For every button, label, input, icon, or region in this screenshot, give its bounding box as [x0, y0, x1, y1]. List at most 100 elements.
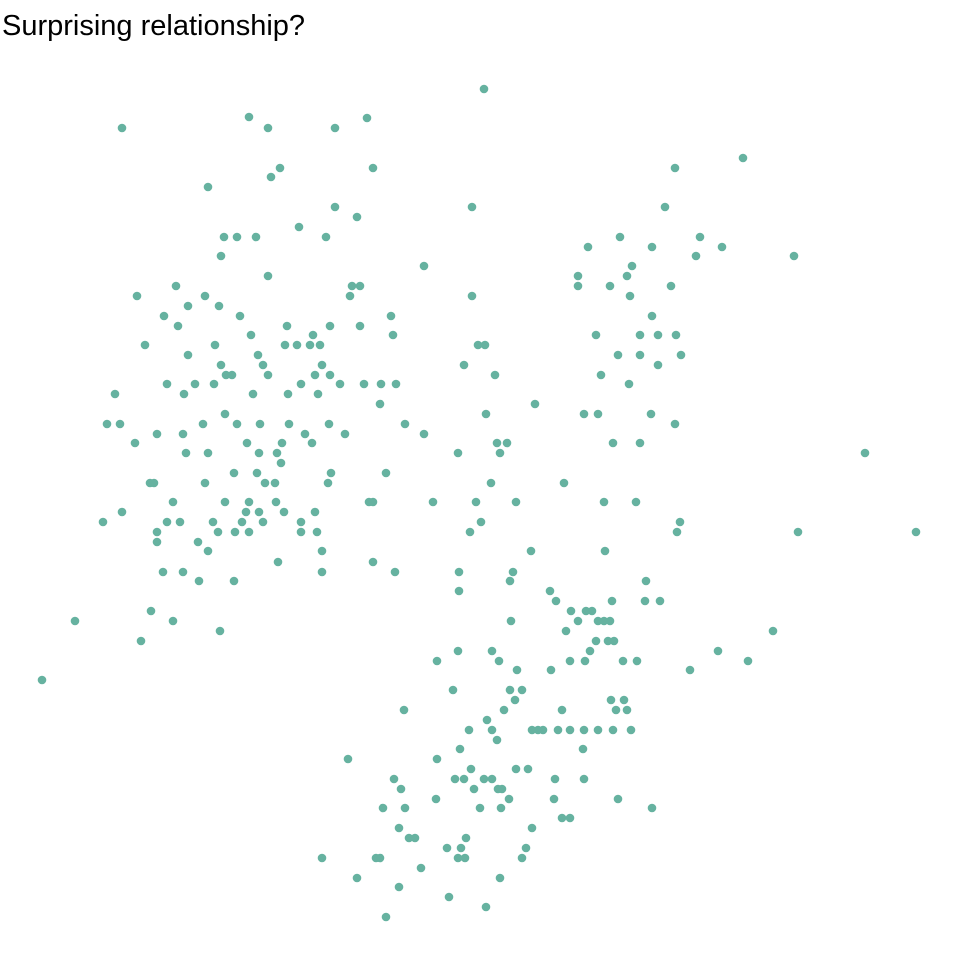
scatter-point	[389, 774, 399, 784]
scatter-point	[466, 764, 476, 774]
scatter-point	[647, 803, 657, 813]
scatter-point	[793, 527, 803, 537]
scatter-point	[613, 794, 623, 804]
scatter-point	[573, 616, 583, 626]
scatter-point	[453, 853, 463, 863]
scatter-point	[193, 537, 203, 547]
scatter-point	[317, 567, 327, 577]
scatter-point	[557, 813, 567, 823]
scatter-point	[200, 291, 210, 301]
scatter-point	[300, 429, 310, 439]
scatter-point	[203, 448, 213, 458]
scatter-point	[454, 586, 464, 596]
scatter-point	[308, 330, 318, 340]
scatter-point	[593, 616, 603, 626]
scatter-point	[37, 675, 47, 685]
scatter-point	[506, 616, 516, 626]
scatter-point	[635, 330, 645, 340]
scatter-point	[230, 527, 240, 537]
scatter-point	[444, 892, 454, 902]
scatter-point	[237, 517, 247, 527]
scatter-point	[566, 606, 576, 616]
scatter-point	[632, 656, 642, 666]
scatter-point	[178, 567, 188, 577]
scatter-point	[220, 409, 230, 419]
scatter-point	[386, 311, 396, 321]
scatter-point	[432, 656, 442, 666]
scatter-point	[608, 725, 618, 735]
scatter-point	[158, 567, 168, 577]
scatter-point	[486, 478, 496, 488]
scatter-point	[655, 596, 665, 606]
scatter-point	[214, 301, 224, 311]
scatter-point	[117, 123, 127, 133]
scatter-point	[283, 389, 293, 399]
scatter-point	[253, 350, 263, 360]
scatter-point	[400, 803, 410, 813]
scatter-point	[454, 567, 464, 577]
scatter-point	[213, 527, 223, 537]
scatter-point	[565, 656, 575, 666]
scatter-point	[368, 163, 378, 173]
scatter-point	[404, 833, 414, 843]
scatter-point	[310, 370, 320, 380]
scatter-point	[553, 725, 563, 735]
scatter-point	[432, 754, 442, 764]
scatter-point	[355, 281, 365, 291]
scatter-point	[352, 873, 362, 883]
scatter-point	[266, 172, 276, 182]
scatter-point	[551, 596, 561, 606]
scatter-point	[140, 340, 150, 350]
scatter-point	[277, 438, 287, 448]
scatter-point	[173, 321, 183, 331]
scatter-point	[583, 242, 593, 252]
scatter-point	[252, 468, 262, 478]
scatter-point	[410, 833, 420, 843]
scatter-point	[345, 291, 355, 301]
scatter-point	[416, 863, 426, 873]
scatter-point	[450, 774, 460, 784]
scatter-point	[325, 370, 335, 380]
scatter-point	[549, 794, 559, 804]
scatter-point	[263, 370, 273, 380]
scatter-point	[585, 646, 595, 656]
scatter-point	[310, 507, 320, 517]
scatter-point	[504, 794, 514, 804]
scatter-point	[789, 251, 799, 261]
scatter-point	[591, 636, 601, 646]
scatter-point	[559, 478, 569, 488]
scatter-point	[579, 725, 589, 735]
scatter-point	[453, 646, 463, 656]
scatter-point	[646, 409, 656, 419]
scatter-point	[307, 438, 317, 448]
scatter-point	[490, 370, 500, 380]
scatter-point	[208, 517, 218, 527]
scatter-point	[717, 242, 727, 252]
scatter-point	[198, 419, 208, 429]
scatter-point	[294, 222, 304, 232]
scatter-point	[479, 774, 489, 784]
scatter-point	[768, 626, 778, 636]
scatter-point	[641, 576, 651, 586]
scatter-point	[246, 330, 256, 340]
scatter-point	[260, 478, 270, 488]
scatter-point	[640, 596, 650, 606]
scatter-point	[102, 419, 112, 429]
scatter-point	[343, 754, 353, 764]
scatter-point	[132, 291, 142, 301]
scatter-point	[254, 507, 264, 517]
scatter-point	[530, 399, 540, 409]
scatter-point	[321, 232, 331, 242]
scatter-point	[221, 370, 231, 380]
scatter-point	[292, 340, 302, 350]
scatter-point	[388, 330, 398, 340]
scatter-point	[396, 784, 406, 794]
scatter-point	[521, 843, 531, 853]
scatter-point	[271, 497, 281, 507]
scatter-point	[229, 468, 239, 478]
scatter-point	[481, 902, 491, 912]
scatter-point	[244, 112, 254, 122]
scatter-point	[860, 448, 870, 458]
scatter-point	[596, 370, 606, 380]
scatter-point	[381, 912, 391, 922]
